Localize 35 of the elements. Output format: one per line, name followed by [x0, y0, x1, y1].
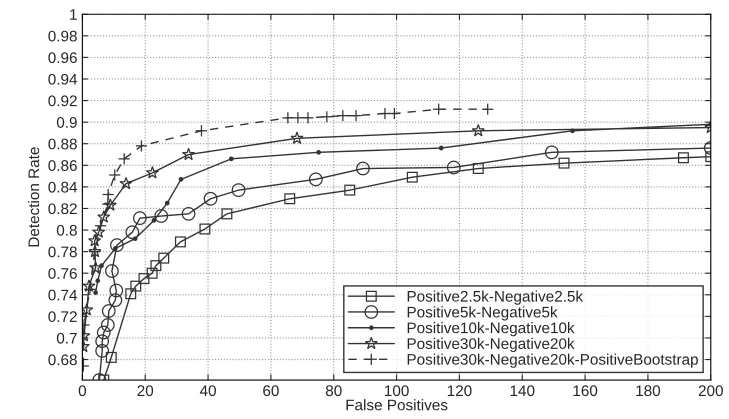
legend-label: Positive30k-Negative20k-PositiveBootstrap [408, 354, 698, 368]
x-tick-label: 160 [574, 385, 598, 396]
x-tick-label: 40 [200, 385, 216, 396]
x-tick-label: 60 [263, 385, 279, 396]
y-tick-label: 0.9 [56, 117, 77, 128]
y-tick-label: 1 [70, 9, 77, 20]
y-tick-label: 0.88 [48, 138, 77, 150]
x-tick-label: 180 [636, 385, 660, 396]
x-tick-label: 120 [448, 385, 472, 396]
x-tick-label: 20 [137, 385, 154, 396]
x-tick-label: 100 [384, 385, 409, 396]
y-tick-label: 0.78 [48, 246, 77, 258]
y-axis-title: Detection Rate [28, 147, 40, 246]
x-tick-label: 80 [326, 385, 342, 396]
y-tick-label: 0.7 [56, 332, 77, 344]
legend-label: Positive5k-Negative5k [408, 306, 558, 320]
legend-label: Positive10k-Negative10k [408, 322, 575, 336]
y-tick-label: 0.98 [48, 30, 77, 42]
y-tick-label: 0.96 [48, 52, 77, 64]
legend-label: Positive2.5k-Negative2.5k [408, 290, 584, 305]
y-tick-label: 0.72 [48, 311, 77, 322]
y-tick-label: 0.92 [48, 95, 77, 106]
y-tick-label: 0.76 [48, 268, 77, 279]
x-tick-label: 140 [510, 385, 534, 396]
y-tick-label: 0.94 [48, 74, 78, 85]
y-tick-label: 0.84 [48, 182, 78, 193]
y-tick-label: 0.8 [56, 224, 77, 236]
x-axis-title: False Positives [346, 399, 448, 410]
y-tick-label: 0.68 [48, 354, 77, 366]
y-tick-label: 0.82 [48, 203, 77, 214]
y-tick-label: 0.86 [48, 160, 77, 171]
x-tick-label: 0 [78, 385, 86, 396]
legend-label: Positive30k-Negative20k [408, 338, 575, 352]
y-tick-label: 0.74 [48, 290, 78, 300]
x-tick-label: 200 [698, 385, 723, 396]
